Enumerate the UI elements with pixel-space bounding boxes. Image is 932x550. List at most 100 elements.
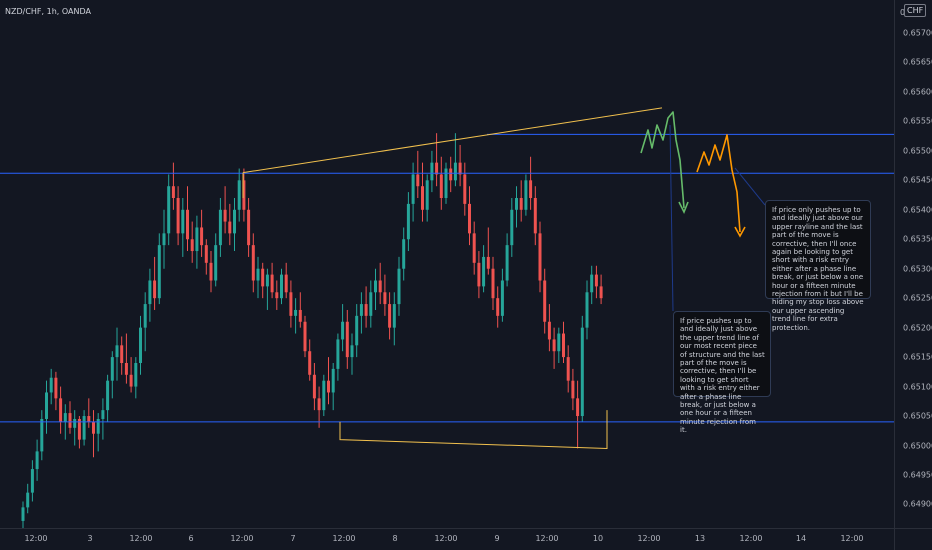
chart-area[interactable]: If price only pushes up to and ideally j…	[0, 0, 894, 528]
time-tick-label: 10	[592, 534, 604, 543]
time-tick-label: 12:00	[129, 534, 153, 543]
candle-body	[134, 363, 138, 387]
candle-body	[294, 309, 298, 316]
candle-body	[280, 274, 283, 299]
candle-body	[350, 345, 354, 358]
lower-trend-line	[339, 410, 608, 449]
time-tick-label: 9	[494, 534, 500, 543]
trade-idea-note-upper: If price only pushes up to and ideally j…	[765, 200, 871, 332]
candle-body	[181, 209, 185, 234]
candle-body	[519, 198, 523, 210]
candle-body	[345, 321, 349, 358]
candle-body	[322, 380, 326, 411]
candle-body	[106, 380, 110, 411]
candle-body	[21, 507, 25, 521]
candle-body	[331, 368, 335, 393]
candle-body	[312, 374, 316, 399]
candle-body	[538, 233, 542, 281]
candle-body	[45, 392, 48, 419]
candle-body	[453, 162, 457, 181]
green-projection-arrowhead	[678, 201, 689, 214]
candle-body	[167, 186, 171, 234]
candle-body	[580, 327, 584, 417]
upper-ascending-trend-line	[242, 107, 663, 174]
time-tick-label: 13	[694, 534, 706, 543]
candle-body	[491, 268, 495, 299]
candle-body	[468, 203, 471, 234]
candle-body	[110, 357, 114, 381]
candle-body	[402, 239, 406, 269]
candle-body	[336, 339, 340, 369]
candle-body	[30, 469, 34, 493]
candle-body	[275, 292, 279, 299]
time-tick-label: 8	[392, 534, 398, 543]
candle-body	[566, 357, 570, 381]
candle-body	[87, 416, 91, 422]
candle-body	[421, 186, 424, 210]
candle-body	[124, 363, 128, 375]
candle-body	[444, 168, 448, 198]
candle-body	[308, 351, 312, 375]
candle-body	[63, 413, 67, 422]
candle-body	[256, 268, 260, 281]
candle-body	[378, 280, 382, 293]
candle-body	[77, 418, 81, 440]
candle-body	[261, 268, 265, 287]
candle-body	[73, 418, 77, 428]
currency-badge[interactable]: CHF	[904, 4, 927, 17]
candle-body	[341, 321, 345, 340]
candle-body	[270, 274, 274, 293]
candle-body	[392, 304, 396, 328]
candle-body	[486, 256, 490, 269]
candle-body	[327, 380, 330, 393]
candle-body	[303, 321, 307, 352]
candle-body	[529, 180, 533, 198]
candle-body	[26, 492, 30, 508]
time-tick-label: 14	[795, 534, 807, 543]
candle-body	[430, 162, 434, 181]
scale-corner	[894, 528, 932, 550]
candle-body	[209, 262, 213, 281]
candle-body	[505, 245, 509, 281]
candlestick-chart[interactable]	[0, 0, 894, 528]
candle-body	[543, 280, 547, 322]
candle-body	[590, 274, 594, 293]
candle-body	[289, 292, 293, 316]
candle-body	[176, 198, 180, 234]
note-connector-line	[734, 167, 766, 206]
candle-body	[251, 245, 255, 281]
time-tick-label: 12:00	[535, 534, 559, 543]
time-tick-label: 12:00	[24, 534, 48, 543]
green-projection-path	[640, 111, 685, 209]
candle-body	[425, 180, 429, 210]
symbol-label[interactable]: NZD/CHF, 1h, OANDA	[5, 7, 91, 16]
candle-body	[186, 209, 189, 240]
candle-body	[364, 304, 368, 316]
candle-body	[510, 209, 514, 246]
candle-body	[552, 339, 556, 352]
candle-body	[416, 174, 420, 187]
candle-body	[515, 198, 518, 210]
candle-body	[547, 321, 551, 340]
candle-body	[439, 174, 443, 198]
candle-body	[218, 209, 222, 246]
time-scale[interactable]: 12:00 3 12:00 6 12:00 7 12:00 8 12:00 9 12:00 10 12:…	[0, 528, 894, 550]
candle-body	[524, 180, 528, 210]
candle-body	[449, 168, 453, 181]
candle-body	[482, 256, 486, 287]
candle-body	[411, 174, 415, 204]
candle-body	[576, 398, 580, 417]
candle-body	[92, 421, 95, 434]
time-tick-label: 7	[290, 534, 296, 543]
candle-body	[115, 345, 119, 358]
candle-body	[101, 410, 105, 419]
